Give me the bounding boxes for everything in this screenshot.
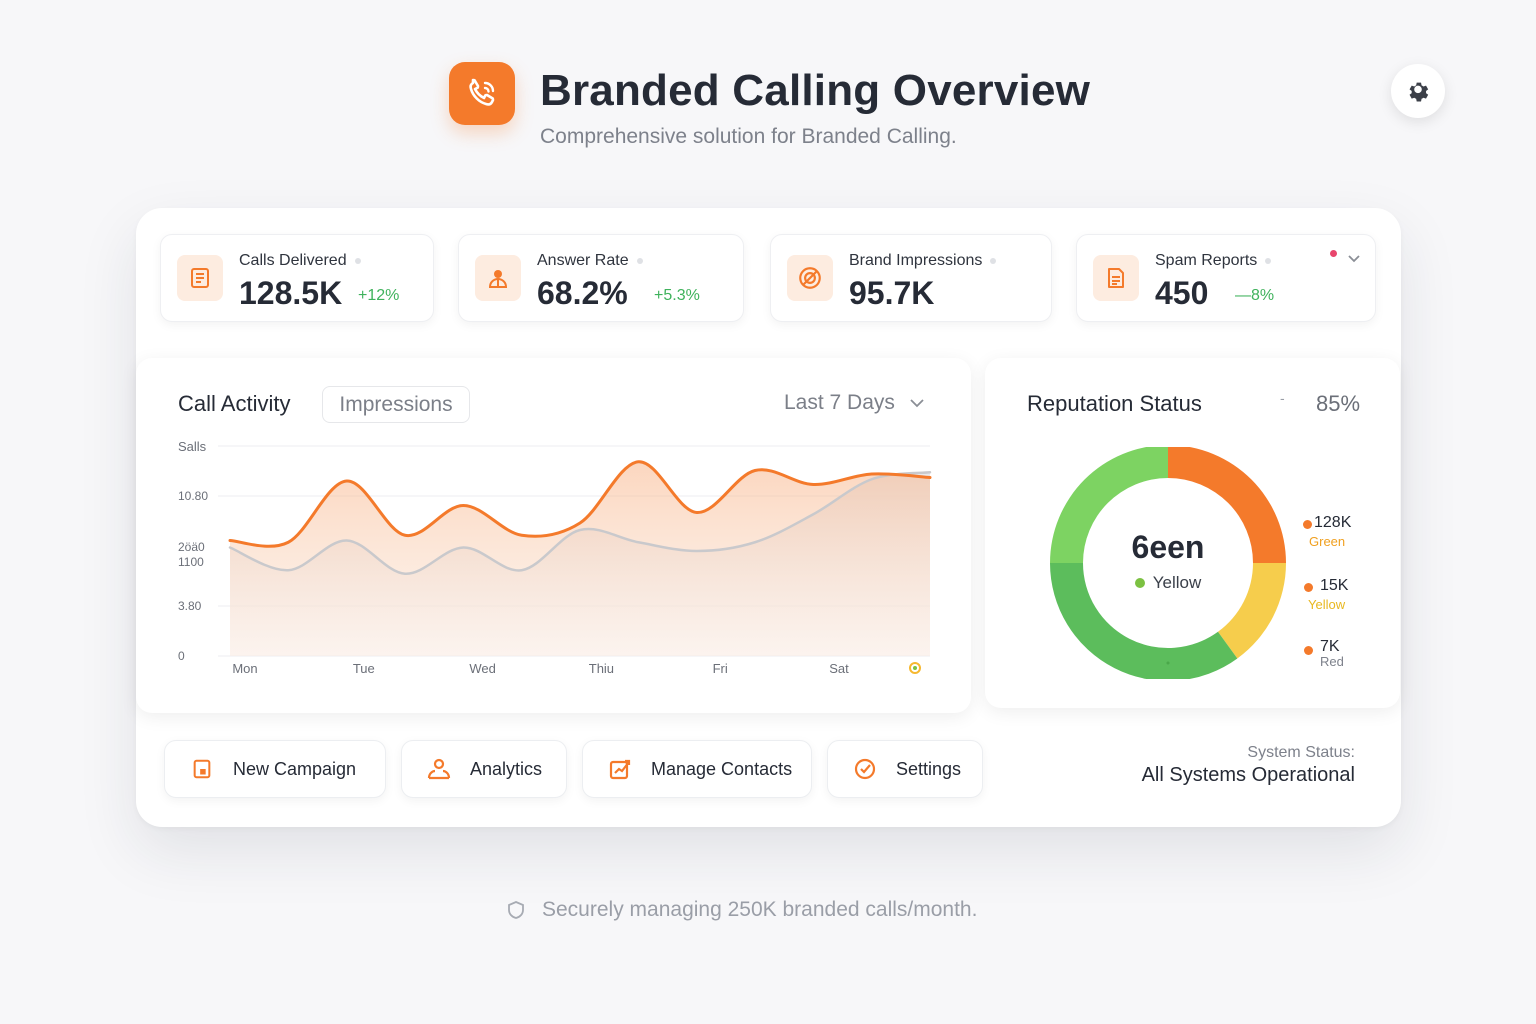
donut-center-label: Yellow bbox=[1088, 573, 1248, 593]
footer-text: Securely managing 250K branded calls/mon… bbox=[542, 898, 978, 921]
kpi-label: Calls Delivered bbox=[239, 252, 361, 270]
kpi-label: Spam Reports bbox=[1155, 252, 1271, 270]
target-icon bbox=[787, 255, 833, 301]
reputation-title: Reputation Status bbox=[1027, 391, 1202, 416]
donut-center-text: Yellow bbox=[1152, 573, 1202, 592]
y-axis-label: Salls bbox=[178, 439, 207, 454]
chart-legend-dot-inner bbox=[913, 666, 917, 670]
page-subtitle: Comprehensive solution for Branded Calli… bbox=[540, 125, 957, 148]
analytics-button[interactable]: Analytics bbox=[401, 740, 567, 798]
tab-impressions[interactable]: Impressions bbox=[322, 386, 470, 423]
shield-icon bbox=[508, 901, 524, 919]
kpi-spam-reports[interactable]: Spam Reports 450 —8% bbox=[1076, 234, 1376, 322]
kpi-delta: +12% bbox=[358, 287, 400, 304]
kpi-value: 95.7K bbox=[849, 275, 935, 311]
donut-center-value: 6een bbox=[1131, 529, 1205, 565]
kpi-delta: +5.3% bbox=[654, 287, 700, 304]
reputation-donut bbox=[1050, 447, 1286, 679]
analytics-label: Analytics bbox=[470, 758, 543, 779]
chevron-down-icon bbox=[910, 399, 924, 408]
x-tick-label: Tue bbox=[353, 661, 375, 676]
new-campaign-label: New Campaign bbox=[233, 758, 357, 779]
kpi-value: 68.2% bbox=[537, 275, 628, 311]
new-campaign-button[interactable]: New Campaign bbox=[164, 740, 386, 798]
date-range-select[interactable]: Last 7 Days bbox=[784, 391, 925, 415]
x-tick-label: Thiu bbox=[589, 661, 614, 676]
legend-dot bbox=[1303, 520, 1312, 529]
donut-segment-orange bbox=[1168, 447, 1286, 563]
legend-value: 128K bbox=[1314, 514, 1352, 531]
y-tick-label: 1100 bbox=[178, 555, 204, 569]
users-icon bbox=[426, 756, 452, 782]
chart-up-icon bbox=[607, 756, 633, 782]
y-tick-label: 0 bbox=[178, 649, 185, 663]
donut-segment-yellow bbox=[1217, 563, 1286, 659]
date-range-label: Last 7 Days bbox=[784, 391, 895, 414]
kpi-value: 128.5K bbox=[239, 275, 343, 311]
reputation-percent: 85% bbox=[1316, 391, 1361, 416]
donut-marker bbox=[1166, 661, 1170, 665]
kpi-brand-impressions[interactable]: Brand Impressions 95.7K bbox=[770, 234, 1052, 322]
donut-segment-green bbox=[1050, 563, 1238, 679]
x-tick-label: Mon bbox=[232, 661, 257, 676]
manage-contacts-label: Manage Contacts bbox=[651, 758, 793, 779]
area-calls bbox=[230, 461, 930, 656]
settings-button[interactable] bbox=[1391, 64, 1445, 118]
user-icon bbox=[475, 255, 521, 301]
kpi-label: Answer Rate bbox=[537, 252, 643, 270]
document-icon bbox=[177, 255, 223, 301]
system-status-label: System Status: bbox=[1247, 744, 1355, 761]
legend-label: Red bbox=[1320, 654, 1344, 669]
notification-dot bbox=[1330, 250, 1337, 257]
kpi-value: 450 bbox=[1155, 275, 1209, 311]
kpi-calls-delivered[interactable]: Calls Delivered 128.5K +12% bbox=[160, 234, 434, 322]
y-tick-label: 10.80 bbox=[178, 489, 208, 503]
call-activity-title: Call Activity bbox=[178, 391, 291, 416]
footer-note: Securely managing 250K branded calls/mon… bbox=[506, 898, 977, 922]
reputation-separator: - bbox=[1280, 390, 1285, 406]
x-tick-label: Sat bbox=[829, 661, 849, 676]
settings-action-button[interactable]: Settings bbox=[827, 740, 983, 798]
kpi-delta: —8% bbox=[1235, 287, 1275, 304]
legend-value: 15K bbox=[1320, 577, 1349, 594]
chart-legend-dot bbox=[909, 662, 921, 674]
chevron-down-icon[interactable] bbox=[1347, 254, 1361, 264]
legend-label: Green bbox=[1309, 534, 1346, 549]
report-icon bbox=[1093, 255, 1139, 301]
legend-dot bbox=[1304, 583, 1313, 592]
series-line-impressions bbox=[228, 471, 932, 576]
series-line-calls bbox=[228, 460, 932, 548]
x-tick-label: Fri bbox=[713, 661, 728, 676]
legend-value: 7K bbox=[1320, 638, 1340, 655]
legend-label: Yellow bbox=[1308, 597, 1346, 612]
y-tick-label: 3.80 bbox=[178, 599, 202, 613]
kpi-label: Brand Impressions bbox=[849, 252, 996, 270]
campaign-icon bbox=[189, 756, 215, 782]
legend-dot bbox=[1304, 646, 1313, 655]
settings-action-label: Settings bbox=[896, 758, 962, 779]
donut-segment-light-green bbox=[1050, 447, 1168, 563]
settings-check-icon bbox=[852, 756, 878, 782]
y-tick-label: 2öä0 bbox=[178, 540, 205, 554]
x-tick-label: Wed bbox=[469, 661, 496, 676]
page-title: Branded Calling Overview bbox=[540, 66, 1091, 115]
status-dot bbox=[1134, 578, 1145, 588]
gear-icon bbox=[1409, 82, 1429, 102]
manage-contacts-button[interactable]: Manage Contacts bbox=[582, 740, 812, 798]
app-logo bbox=[449, 62, 515, 125]
system-status-value: All Systems Operational bbox=[1141, 764, 1355, 786]
kpi-answer-rate[interactable]: Answer Rate 68.2% +5.3% bbox=[458, 234, 744, 322]
phone-icon bbox=[469, 78, 495, 106]
